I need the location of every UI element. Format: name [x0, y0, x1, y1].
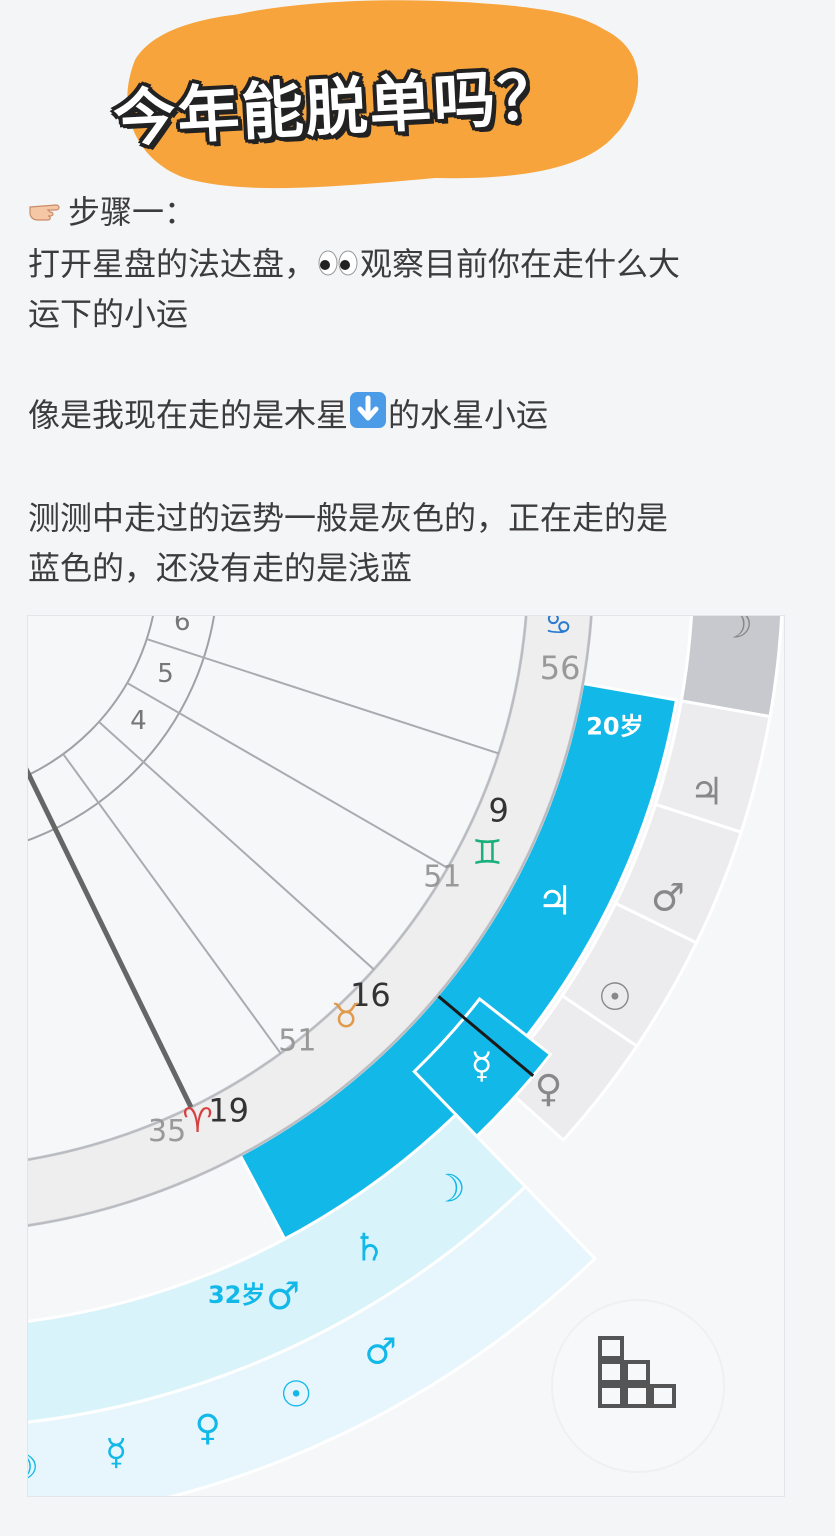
cusp-degree: 56 [540, 649, 581, 687]
cusp-sign-glyph: ♈ [182, 1101, 212, 1141]
step-heading-line: 步骤一： [28, 187, 798, 239]
down-arrow-icon [348, 390, 388, 444]
step-line-3-b: 的水星小运 [388, 396, 548, 434]
cusp-sign-glyph: ♊ [472, 833, 502, 873]
cusp-sign-glyph: ♉ [331, 996, 361, 1036]
future-planet-glyph: ☽ [432, 1166, 466, 1210]
title-banner: 今年能脱单吗？ [95, 0, 655, 200]
step-line-4: 测测中走过的运势一般是灰色的，正在走的是 [28, 493, 798, 543]
past-planet-glyph: ☽ [719, 616, 753, 647]
firdaria-chart: ☽♃♂☉♀☽☿♃20岁☽♄♂☉♀☿☽♂32岁654♋569♊5116♉5119♈… [28, 616, 784, 1496]
current-major-planet-glyph: ♃ [537, 878, 573, 924]
house-cusp-line [127, 683, 447, 868]
house-number: 5 [157, 659, 174, 689]
step-line-2: 运下的小运 [28, 289, 798, 339]
future-outer-planet-glyph: ☉ [280, 1374, 312, 1415]
future-outer-planet-glyph: ♀ [194, 1408, 220, 1449]
future-outer-planet-glyph: ☽ [28, 1448, 39, 1489]
future-outer-planet-glyph: ☿ [105, 1433, 127, 1474]
house-number: 4 [130, 706, 147, 736]
past-planet-glyph: ♀ [535, 1067, 563, 1111]
house-cusp-line [63, 754, 280, 1053]
future-inner-planet-glyph: ♂ [364, 1331, 396, 1372]
house-number: 6 [174, 616, 191, 637]
future-planet-glyph: ♄ [352, 1225, 386, 1269]
house-cusp-line [147, 639, 499, 753]
pointing-finger-icon [28, 189, 68, 239]
past-planet-glyph: ♂ [651, 875, 685, 919]
step-line-1-a: 打开星盘的法达盘， [28, 245, 316, 283]
step-line-1-b: 观察目前你在走什么大 [360, 245, 680, 283]
cusp-minute: 51 [278, 1023, 316, 1058]
future-planet-glyph: ♂ [266, 1274, 300, 1318]
step-heading: 步骤一： [68, 193, 196, 231]
house-cusp-line [99, 722, 374, 970]
past-planet-glyph: ♃ [690, 769, 724, 813]
eyes-icon [316, 241, 360, 291]
age-label-32: 32岁 [208, 1281, 265, 1309]
current-minor-planet-glyph: ☿ [471, 1046, 493, 1087]
step-line-3: 像是我现在走的是木星 的水星小运 [28, 390, 798, 444]
age-label-20: 20岁 [586, 713, 643, 741]
step-line-3-a: 像是我现在走的是木星 [28, 396, 348, 434]
step-line-1: 打开星盘的法达盘， 观察目前你在走什么大 [28, 239, 798, 291]
past-planet-glyph: ☉ [598, 975, 632, 1019]
cusp-degree: 19 [208, 1091, 249, 1129]
cusp-minute: 35 [148, 1114, 186, 1149]
cusp-minute: 51 [423, 860, 461, 895]
firdaria-chart-screenshot: ☽♃♂☉♀☽☿♃20岁☽♄♂☉♀☿☽♂32岁654♋569♊5116♉5119♈… [27, 615, 785, 1497]
angle-line [28, 616, 191, 1107]
cusp-sign-glyph: ♋ [544, 616, 573, 642]
cusp-degree: 9 [489, 791, 509, 829]
step-line-5: 蓝色的，还没有走的是浅蓝 [28, 543, 798, 593]
